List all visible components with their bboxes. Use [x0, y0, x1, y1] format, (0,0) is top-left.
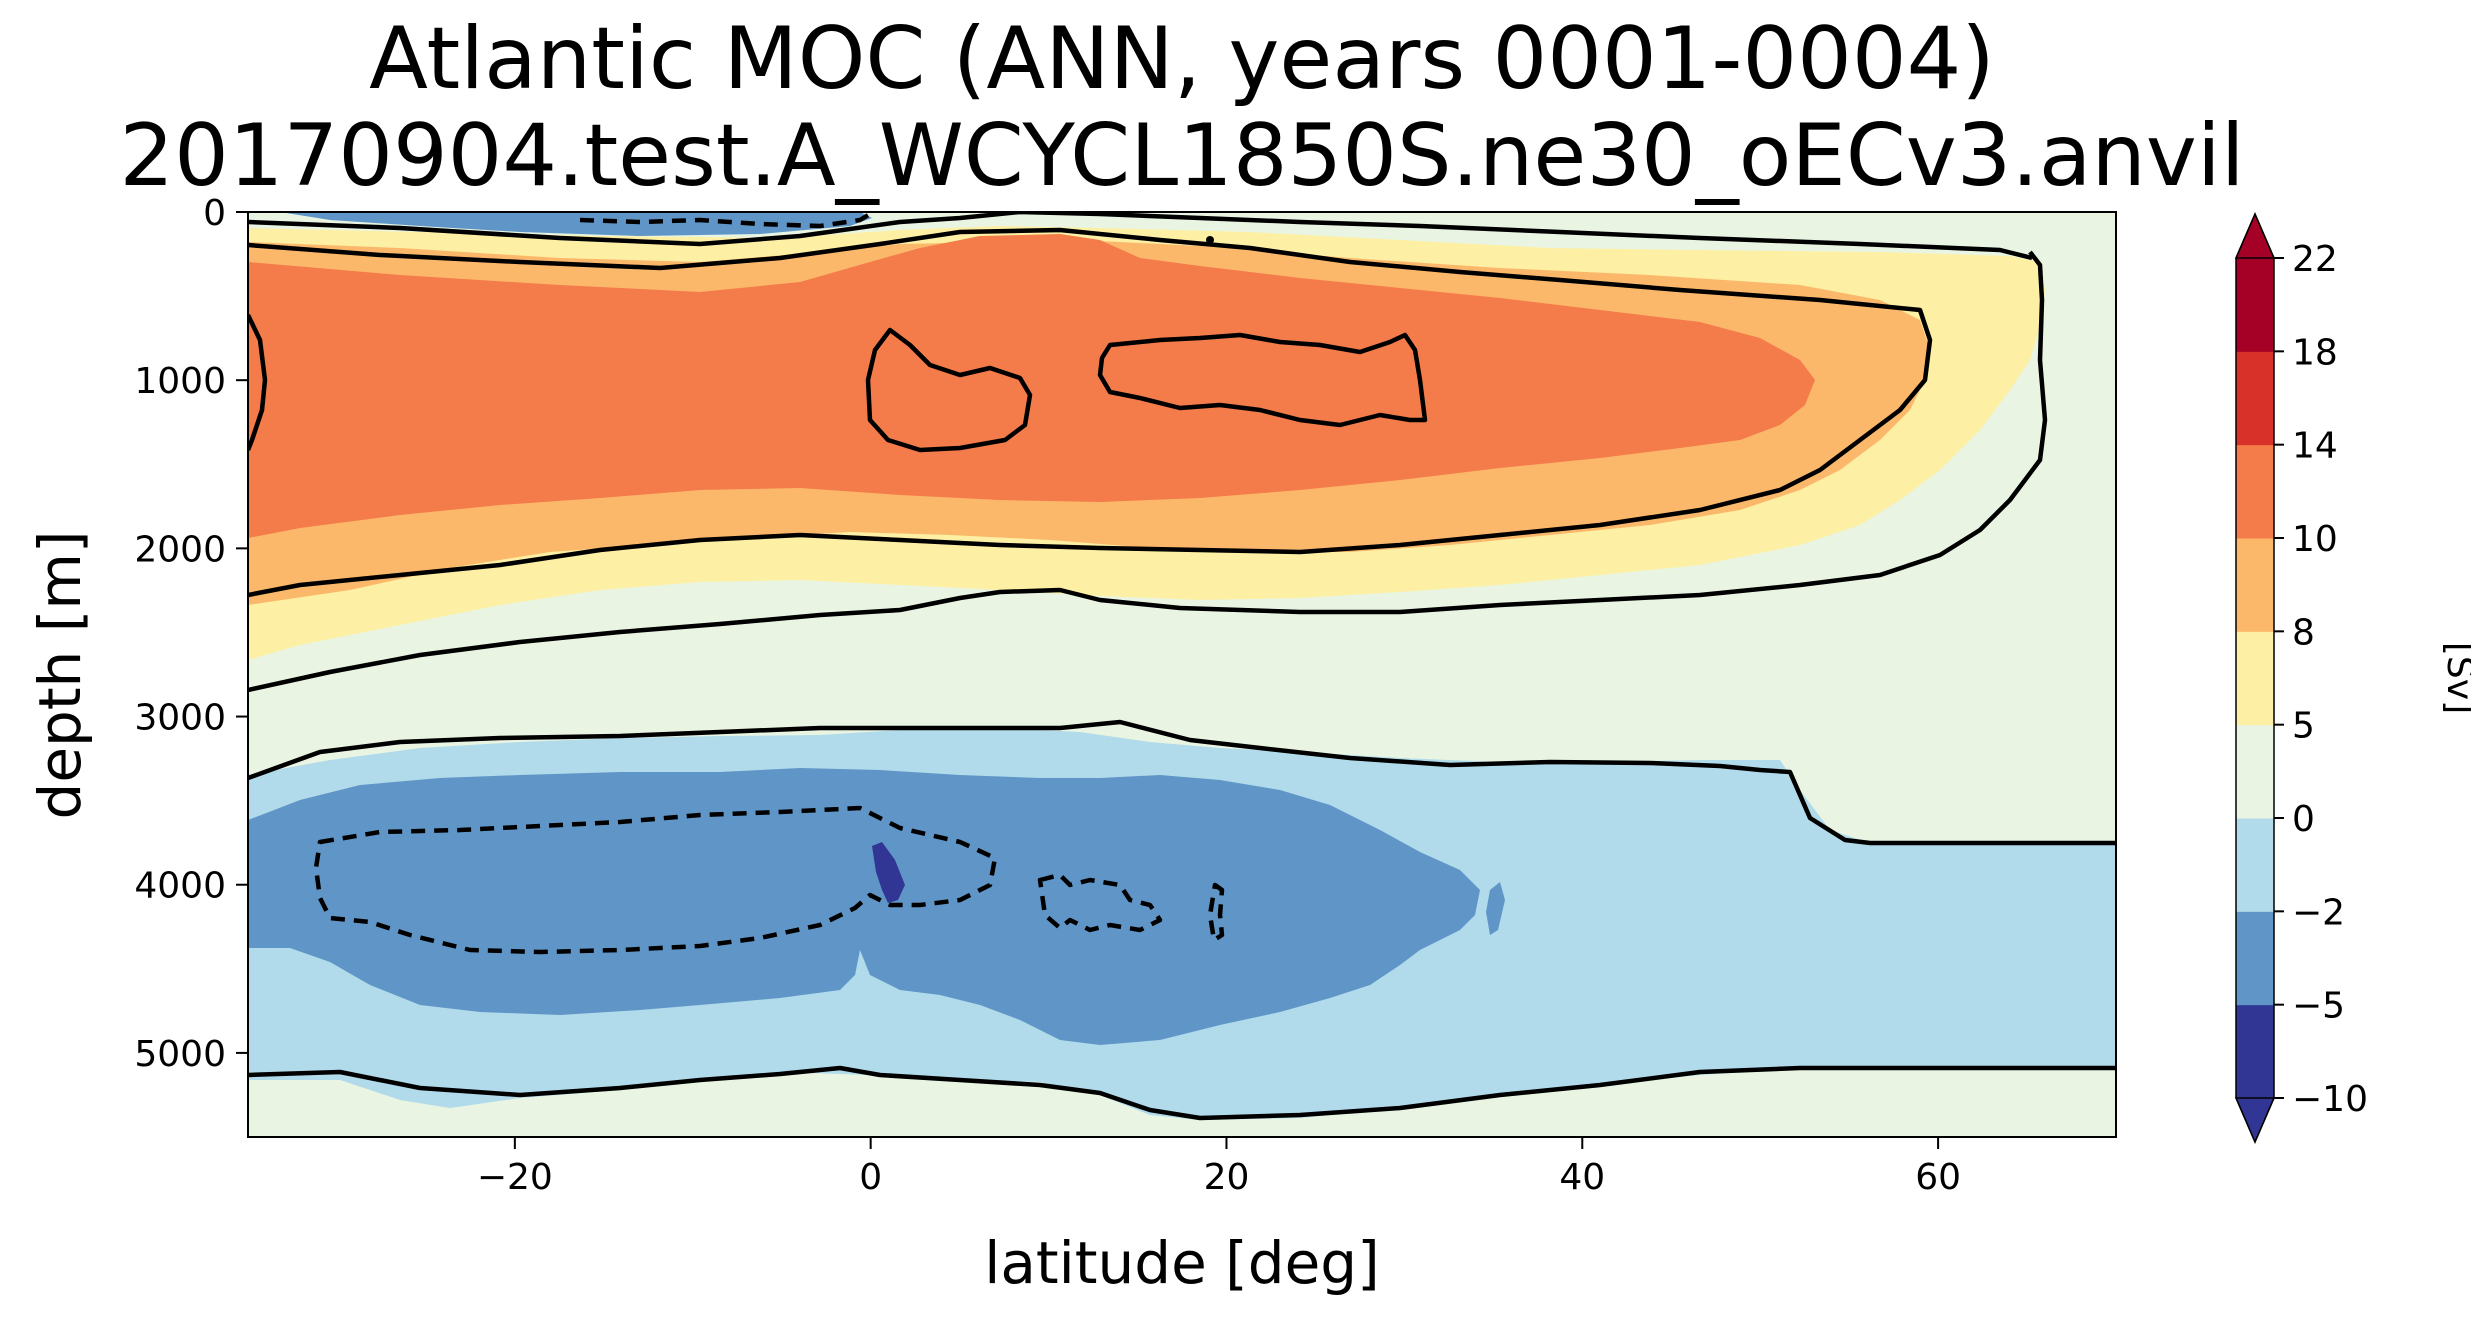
- region-band-neg2-5: [248, 768, 1480, 1045]
- colorbar-segment: [2236, 818, 2274, 912]
- x-tick-label: 40: [1559, 1157, 1605, 1198]
- colorbar-tick-label: 8: [2292, 612, 2315, 653]
- contour-line-10-cell-b: [1097, 332, 1428, 428]
- colorbar-segment: [2236, 258, 2274, 352]
- plot-frame: [247, 211, 2117, 1138]
- colorbar-tick-label: 5: [2292, 706, 2315, 747]
- x-tick-label: −20: [477, 1157, 553, 1198]
- y-tick-label: 5000: [134, 1034, 226, 1075]
- y-axis-label: depth [m]: [26, 530, 94, 819]
- contour-line-10-cell-a: [865, 327, 1033, 453]
- y-tick-label: 4000: [134, 866, 226, 907]
- colorbar-segment: [2236, 724, 2274, 819]
- colorbar: −10 −5 −2 0 5 8 10 14 18 22: [2234, 212, 2368, 1144]
- region-band-neg5-10: [872, 842, 905, 903]
- contour-line-10-west: [248, 314, 268, 451]
- colorbar-tick-label: 10: [2292, 519, 2338, 560]
- contour-line-neg2-main: [313, 805, 998, 955]
- colorbar-tick-label: 14: [2292, 426, 2338, 467]
- x-tick-label: 0: [859, 1157, 882, 1198]
- contour-line-surface: [248, 212, 2033, 261]
- colorbar-tick-label: 22: [2292, 239, 2338, 280]
- colorbar-tick-label: −5: [2292, 986, 2345, 1027]
- colorbar-label: [Sv]: [2439, 642, 2471, 714]
- colorbar-segment: [2236, 538, 2274, 632]
- region-band-10-14: [248, 234, 1815, 538]
- contour-line-neg2-cell-b: [1037, 872, 1163, 933]
- contour-line-neg-surface: [579, 212, 872, 229]
- x-axis-label: latitude [deg]: [984, 1229, 1380, 1297]
- region-surface-negative: [280, 212, 872, 236]
- colorbar-segment: [2236, 1004, 2274, 1099]
- contour-line-0-lower: [248, 719, 2116, 846]
- y-tick-label: 3000: [134, 698, 226, 739]
- colorbar-extend-max: [2234, 212, 2276, 259]
- y-tick-label: 0: [203, 193, 226, 234]
- chart-title-line-2: 20170904.test.A_WCYCL1850S.ne30_oECv3.an…: [119, 106, 2244, 206]
- contour-line-neg2-cell-c: [1207, 882, 1225, 943]
- contour-line-0-upper: [248, 250, 2048, 693]
- colorbar-tick-label: −10: [2292, 1079, 2368, 1120]
- colorbar-segment: [2236, 444, 2274, 539]
- colorbar-extend-min: [2234, 1097, 2276, 1144]
- x-tick-label: 20: [1204, 1157, 1250, 1198]
- colorbar-segment: [2236, 911, 2274, 1006]
- region-band-neg2-5-patch: [1486, 882, 1505, 935]
- y-tick-label: 1000: [134, 361, 226, 402]
- y-axis-ticks: 0 1000 2000 3000 4000 5000: [134, 193, 248, 1075]
- contour-line-0-bottom: [248, 1065, 2116, 1121]
- x-axis-ticks: −20 0 20 40 60: [477, 1137, 1961, 1198]
- colorbar-tick-label: 18: [2292, 332, 2338, 373]
- y-tick-label: 2000: [134, 529, 226, 570]
- x-tick-label: 60: [1915, 1157, 1961, 1198]
- chart-title-line-1: Atlantic MOC (ANN, years 0001-0004): [369, 9, 1995, 109]
- contour-line-5: [248, 227, 1933, 598]
- colorbar-segment: [2236, 631, 2274, 726]
- colorbar-tick-label: 0: [2292, 799, 2315, 840]
- contour-dot: [1206, 236, 1214, 244]
- colorbar-segment: [2236, 351, 2274, 446]
- plot-area: [248, 212, 2116, 1137]
- colorbar-tick-label: −2: [2292, 892, 2345, 933]
